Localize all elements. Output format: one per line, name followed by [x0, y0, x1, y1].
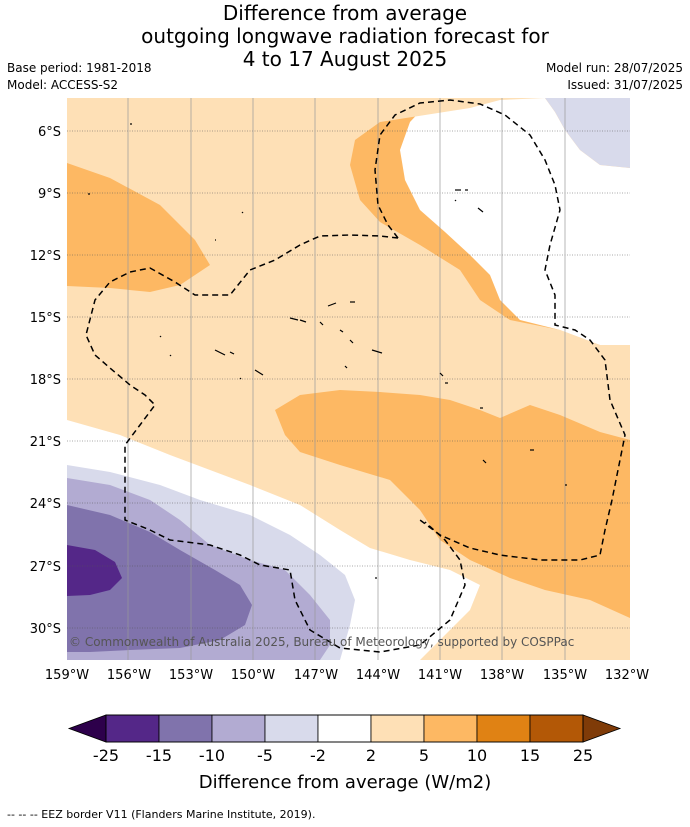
lat-label: 12°S — [30, 249, 61, 264]
lon-label: 159°W — [45, 668, 89, 683]
run-info: Model run: 28/07/2025 Issued: 31/07/2025 — [546, 60, 683, 94]
anomaly-minus10-minus15-region — [67, 505, 252, 652]
lon-label: 132°W — [605, 668, 649, 683]
lat-label: 6°S — [38, 125, 61, 140]
lon-label: 147°W — [294, 668, 338, 683]
colorbar-high-extend — [582, 714, 622, 743]
lon-label: 153°W — [169, 668, 213, 683]
islands — [88, 123, 567, 579]
lat-label: 21°S — [30, 435, 61, 450]
colorbar-tick: 15 — [520, 746, 540, 765]
colorbar — [67, 714, 622, 743]
colorbar-cells — [105, 714, 584, 743]
copyright-text: © Commonwealth of Australia 2025, Bureau… — [69, 635, 574, 649]
colorbar-tick: 5 — [419, 746, 429, 765]
colorbar-cell — [317, 714, 372, 743]
lat-label: 30°S — [30, 622, 61, 637]
latitude-labels: 6°S 9°S 12°S 15°S 18°S 21°S 24°S 27°S 30… — [30, 125, 61, 637]
lon-label: 150°W — [231, 668, 275, 683]
eez-borders — [85, 99, 626, 653]
map-title: Difference from average outgoing longwav… — [0, 2, 690, 71]
model-name: Model: ACCESS-S2 — [7, 78, 119, 92]
colorbar-tick: -2 — [310, 746, 326, 765]
lon-label: 141°W — [418, 668, 462, 683]
colorbar-cell — [264, 714, 319, 743]
base-info: Base period: 1981-2018 Model: ACCESS-S2 — [7, 60, 152, 94]
colorbar-tick: 25 — [573, 746, 593, 765]
lat-label: 24°S — [30, 497, 61, 512]
lat-label: 9°S — [38, 187, 61, 202]
colorbar-tick: -5 — [257, 746, 273, 765]
anomaly-negative-northeast — [545, 98, 630, 168]
colorbar-cell — [211, 714, 266, 743]
colorbar-cell — [529, 714, 584, 743]
colorbar-tick: -10 — [199, 746, 225, 765]
title-line-1: Difference from average — [222, 1, 468, 25]
colorbar-tick: 10 — [467, 746, 487, 765]
colorbar-low-extend — [67, 714, 107, 743]
colorbar-label: Difference from average (W/m2) — [199, 772, 491, 793]
issued-date: Issued: 31/07/2025 — [567, 78, 683, 92]
anomaly-5-10-northwest — [67, 163, 210, 292]
lat-label: 27°S — [30, 560, 61, 575]
anomaly-neutral-northeast — [400, 98, 630, 345]
anomaly-2-5-edge — [380, 98, 545, 122]
colorbar-cell — [158, 714, 213, 743]
base-period: Base period: 1981-2018 — [7, 61, 152, 75]
longitude-labels: 159°W 156°W 153°W 150°W 147°W 144°W 141°… — [45, 668, 649, 683]
anomaly-minus15-minus25-region — [67, 545, 122, 596]
title-line-2: outgoing longwave radiation forecast for — [141, 24, 549, 48]
map-area — [67, 98, 630, 660]
colorbar-tick: -15 — [146, 746, 172, 765]
lon-label: 144°W — [356, 668, 400, 683]
lon-label: 135°W — [543, 668, 587, 683]
colorbar-frame — [105, 714, 584, 743]
colorbar-cell — [105, 714, 160, 743]
colorbar-tick: 2 — [366, 746, 376, 765]
colorbar-cell — [423, 714, 478, 743]
model-run: Model run: 28/07/2025 — [545, 61, 683, 75]
colorbar-tick: -25 — [93, 746, 119, 765]
lat-label: 18°S — [30, 373, 61, 388]
colorbar-cell — [370, 714, 425, 743]
colorbar-tick-labels: -25 -15 -10 -5 -2 2 5 10 15 25 — [93, 746, 593, 765]
lon-label: 156°W — [107, 668, 151, 683]
lon-label: 138°W — [480, 668, 524, 683]
lat-label: 15°S — [30, 311, 61, 326]
longitude-gridlines — [127, 98, 566, 660]
colorbar-cell — [476, 714, 531, 743]
footer-note: -- -- -- EEZ border V11 (Flanders Marine… — [7, 808, 316, 821]
title-line-3: 4 to 17 August 2025 — [242, 47, 448, 71]
